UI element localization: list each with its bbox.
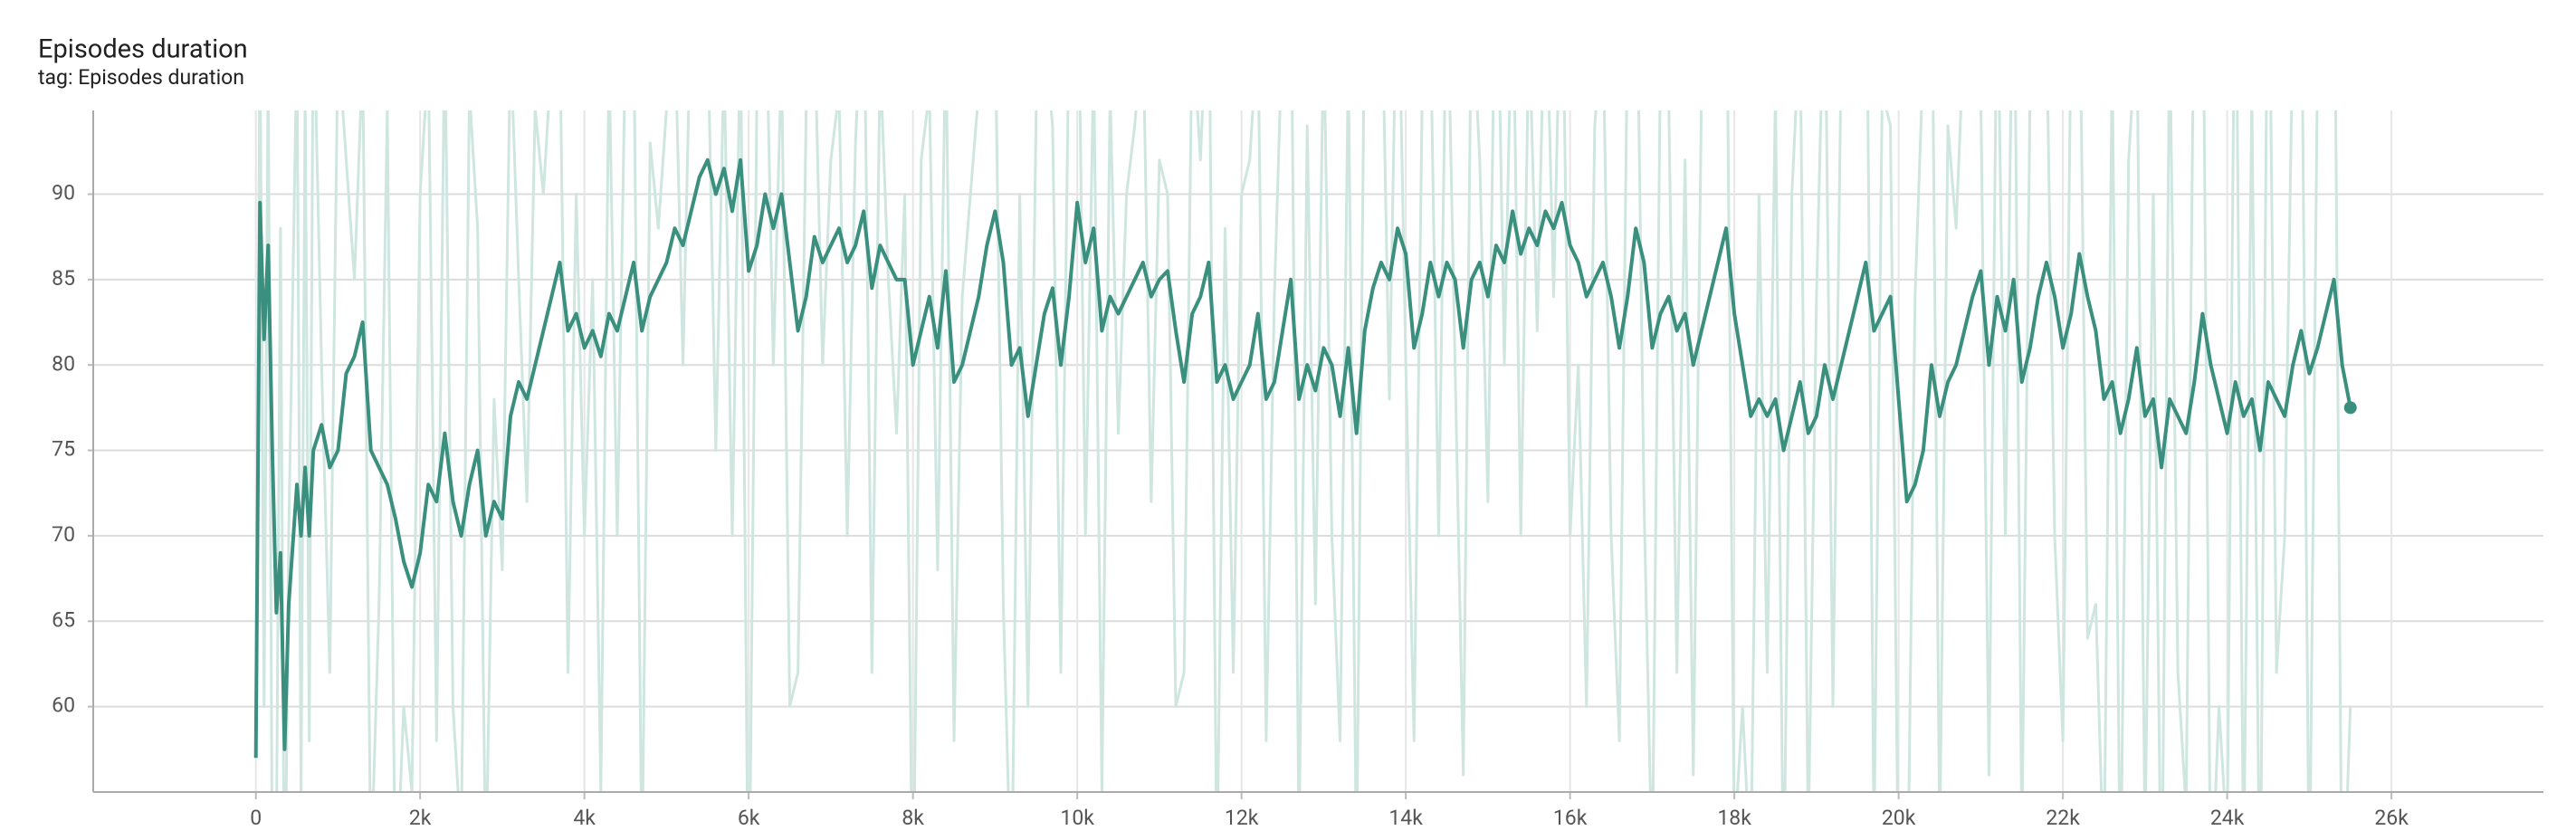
chart-subtitle: tag: Episodes duration (38, 65, 244, 90)
y-tick-label: 60 (52, 693, 75, 718)
y-tick-label: 90 (52, 181, 75, 205)
x-tick-label: 20k (1882, 806, 1916, 830)
plot-area (253, 110, 2352, 792)
x-tick-label: 24k (2210, 806, 2245, 830)
x-tick-label: 12k (1225, 806, 1259, 830)
x-tick-label: 0 (250, 806, 262, 830)
x-tick-label: 14k (1388, 806, 1423, 830)
x-tick-label: 2k (409, 806, 432, 830)
x-tick-label: 6k (738, 806, 760, 830)
y-tick-label: 85 (52, 266, 75, 291)
y-tick-label: 70 (52, 522, 75, 547)
y-tick-label: 75 (52, 437, 75, 462)
x-tick-label: 18k (1717, 806, 1751, 830)
x-tick-label: 8k (902, 806, 924, 830)
y-tick-label: 65 (52, 607, 75, 632)
x-tick-label: 26k (2374, 806, 2409, 830)
axes: 60 65 70 75 80 85 90 0 2k 4k 6k 8k 10k 12k 14k 16k 18k 20… (52, 110, 2543, 830)
series-line (254, 110, 2352, 792)
x-tick-label: 4k (573, 806, 596, 830)
last-point (2343, 401, 2357, 415)
x-tick-label: 16k (1553, 806, 1588, 830)
y-tick-label: 80 (52, 351, 75, 376)
series-line (253, 158, 2352, 759)
x-tick-label: 22k (2046, 806, 2080, 830)
x-tick-label: 10k (1060, 806, 1094, 830)
chart-title: Episodes duration (38, 34, 248, 65)
